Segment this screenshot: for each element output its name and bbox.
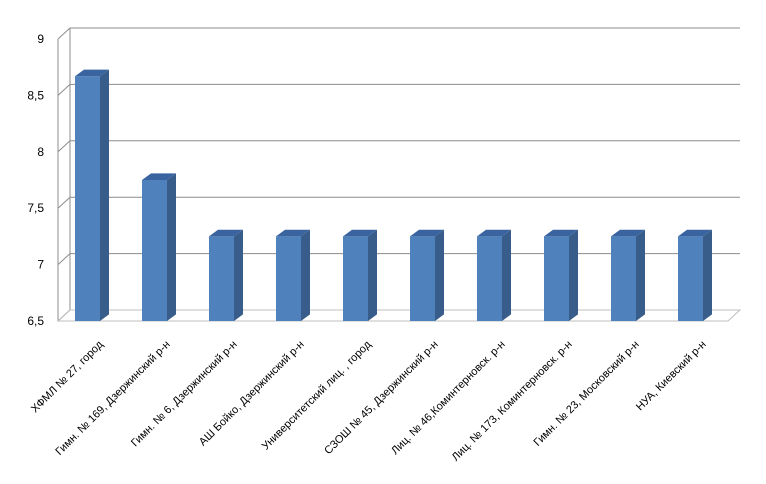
y-tick-label: 6,5 [27,314,44,328]
bar-side [435,229,444,321]
bar-side [368,229,377,321]
bar-front [410,236,435,321]
bar-top [678,229,712,237]
bars-layer [75,69,712,322]
bar-side [703,229,712,321]
bar-top [544,229,578,237]
bar [544,229,578,321]
bar [142,173,176,321]
gridline-side [57,253,71,265]
bar-front [611,236,636,321]
bar-front [544,236,569,321]
bar-front [209,236,234,321]
bar [410,229,444,321]
bar [343,229,377,321]
x-category-label: Лиц. № 173, Коминтерновск. р-н [450,339,575,464]
bar [678,229,712,321]
x-category-label: Гимн. № 23, Московский р-н [532,339,642,449]
bar-top [343,229,377,237]
bar-side [100,69,109,322]
bar-front [343,236,368,321]
bar-top [276,229,310,237]
bar [75,69,109,322]
gridline-side [57,196,71,209]
y-tick-label: 8 [37,145,44,159]
x-category-label: Гимн. № 169, Дзержинский р-н [53,339,172,458]
bar-side [301,229,310,321]
x-category-label: Лиц. № 46,Коминтерновск. р-н [389,339,507,457]
y-tick-label: 8,5 [27,88,44,102]
bar-top [410,229,444,237]
bar [276,229,310,321]
bar-top [142,173,176,180]
grid-layer [56,27,742,322]
bar-side [234,229,243,321]
x-category-label: НУА, Киевский р-н [634,339,709,414]
bar-side [167,173,176,321]
bar-top [477,229,511,237]
bar-front [678,236,703,321]
gridline-side [57,84,71,96]
bar-top [209,229,243,237]
bar-top [611,229,645,237]
bar [209,229,243,321]
bar-front [75,76,100,321]
bar-front [477,236,502,321]
x-category-label: СЗОШ № 45, Дзержинский р-н [322,339,440,457]
bar-side [569,229,578,321]
bar-side [636,229,645,321]
chart-floor [56,309,742,322]
bar-front [276,236,301,321]
x-category-label: Гимн. № 6, Дзержинский р-н [129,339,240,450]
bar [611,229,645,321]
x-category-label: ХФМЛ № 27, город [29,338,106,415]
bar-top [75,69,109,77]
x-category-label: Университетский лиц. , город [260,338,374,452]
bar [477,229,511,321]
y-tick-label: 7 [37,258,44,272]
bar-front [142,180,167,321]
y-tick-label: 9 [37,32,44,46]
y-tick-label: 7,5 [27,201,44,215]
bar-side [502,229,511,321]
gridline-side [57,27,71,40]
gridline-side [57,140,71,153]
y-axis-ticks: 6,5 7 7,5 8 8,5 9 [27,32,44,328]
